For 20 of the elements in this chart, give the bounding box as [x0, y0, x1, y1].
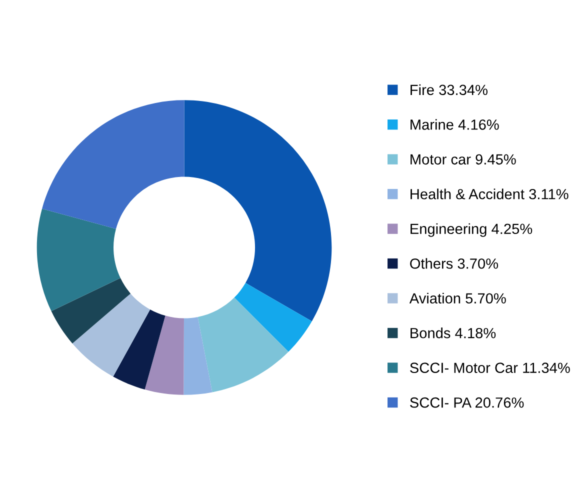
donut-slice [113, 309, 166, 390]
donut-slice [198, 298, 288, 392]
legend-label: Health & Accident 3.11% [410, 188, 568, 200]
legend-label: Aviation 5.70% [409, 292, 506, 304]
donut-slice [51, 278, 131, 344]
donut-slice [234, 282, 312, 352]
donut-slice [144, 316, 184, 395]
legend-label: Bonds 4.18% [410, 328, 496, 338]
legend-label: SCCI- PA 20.76% [410, 397, 524, 408]
legend-label: Motor car 9.45% [410, 154, 516, 165]
legend-label: Fire 33.34% [410, 84, 488, 96]
legend-label: SCCI- Motor Car 11.34% [410, 362, 570, 374]
donut-slice [42, 100, 184, 229]
donut-slice [36, 208, 120, 312]
legend-label: Engineering 4.25% [410, 223, 532, 237]
legend-label: Others 3.70% [410, 258, 498, 269]
donut-slice [184, 100, 332, 322]
legend-label: Marine 4.16% [410, 119, 499, 130]
donut-slice [184, 316, 212, 395]
donut-slice [72, 294, 150, 377]
